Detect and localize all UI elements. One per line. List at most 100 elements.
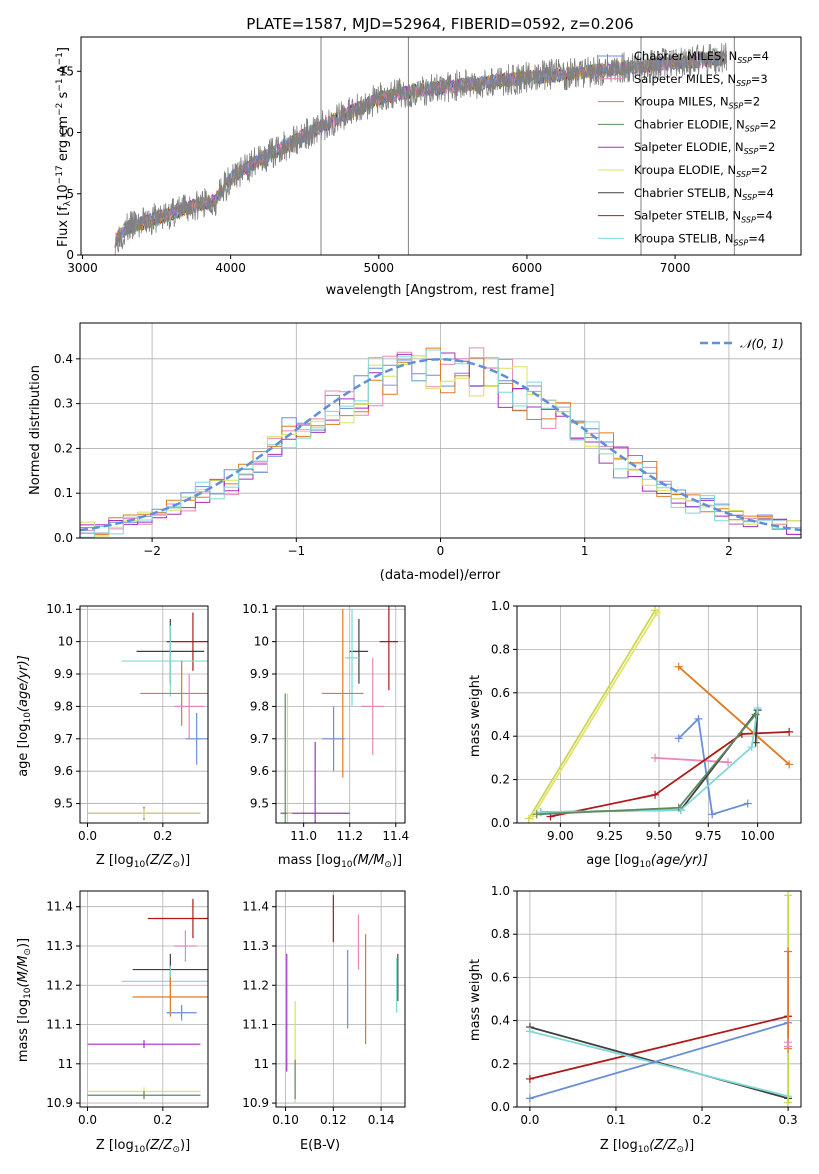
y-tick-label: 10 — [58, 635, 73, 649]
age-vs-mass-panel: mass [log10(M/M⊙)] 11.0 11.2 11.4 9.5 9.6 9.7… — [242, 602, 409, 870]
error-bars — [87, 898, 208, 1100]
y-tick-label: 0.0 — [491, 1100, 510, 1114]
y-tick-label: 10.1 — [242, 602, 269, 616]
legend-entry-sub: SSP — [736, 170, 751, 179]
weight-series — [528, 608, 662, 821]
axes-frame — [79, 322, 802, 539]
weight-series — [525, 1012, 793, 1083]
weight-marker — [525, 1074, 534, 1083]
legend-entry-tail: =4 — [748, 231, 765, 245]
data-point — [140, 661, 208, 726]
axes-frame — [275, 605, 406, 824]
weight-series — [674, 714, 752, 819]
y-tick-label: 10 — [254, 635, 269, 649]
gaussian-curve — [80, 358, 801, 532]
legend-entry: Salpeter MILES, NSSP=3 — [634, 72, 768, 88]
x-tick-label: 5000 — [364, 261, 395, 275]
legend-entry-name: Kroupa MILES, N — [634, 95, 729, 109]
y-tick-label: 11.4 — [242, 900, 269, 914]
data-point — [166, 612, 208, 671]
legend-entry-tail: =4 — [757, 186, 774, 200]
x-tick-label: 0.2 — [692, 1113, 711, 1127]
weight-vs-z-panel: Z [log10(Z/Z⊙)] mass weight 0.0 0.1 0.2 0.3… — [468, 884, 802, 1155]
legend-entry-name: Chabrier MILES, N — [634, 49, 737, 63]
data-point — [345, 609, 359, 707]
x-tick-label: 9.25 — [596, 829, 623, 843]
legend-entry-sub: SSP — [736, 79, 751, 88]
x-tick-label: 0.12 — [320, 1113, 347, 1127]
weight-marker — [784, 891, 793, 900]
y-tick-label: 11.4 — [46, 900, 73, 914]
y-tick-label: 10.1 — [46, 602, 73, 616]
weight-series — [524, 606, 660, 823]
data-point — [87, 1091, 201, 1100]
weight-marker — [528, 812, 537, 821]
error-bars — [87, 612, 208, 820]
x-tick-label: 0.3 — [779, 1113, 798, 1127]
y-tick-label: 11.2 — [46, 978, 73, 992]
x-tick-label: 0.0 — [78, 829, 97, 843]
weight-marker — [724, 758, 733, 767]
residuals-xlabel: (data-model)/error — [380, 568, 501, 583]
weight-marker — [651, 606, 660, 615]
y-tick-label: 11 — [58, 1057, 73, 1071]
data-point — [349, 618, 369, 684]
weight-marker — [785, 760, 794, 769]
y-tick-label: 11.3 — [242, 939, 269, 953]
weight-line — [528, 609, 656, 820]
residuals-ylabel: Normed distribution — [28, 365, 43, 495]
y-tick-label: 11.2 — [242, 978, 269, 992]
weight-line — [550, 731, 790, 818]
legend-entry-tail: =2 — [743, 95, 760, 109]
legend-entry-sub: SSP — [741, 216, 756, 225]
weight-marker — [674, 734, 683, 743]
x-tick-label: 7000 — [660, 261, 691, 275]
spectrum-title: PLATE=1587, MJD=52964, FIBERID=0592, z=0… — [246, 15, 633, 33]
y-tick-label: 11.3 — [46, 939, 73, 953]
y-tick-label: 9.9 — [250, 667, 269, 681]
y-tick-label: 9.7 — [250, 732, 269, 746]
legend-entry-sub: SSP — [734, 238, 749, 247]
weight-marker — [784, 947, 793, 956]
y-tick-label: 0.4 — [491, 729, 510, 743]
legend-entry: Salpeter ELODIE, NSSP=2 — [634, 140, 775, 156]
x-tick-label: 0.0 — [520, 1113, 539, 1127]
weight-line — [529, 1030, 789, 1098]
y-tick-label: 0.4 — [54, 352, 73, 366]
x-tick-label: 9.75 — [695, 829, 722, 843]
data-point — [132, 977, 208, 1017]
y-tick-label: 0.8 — [491, 927, 510, 941]
y-tick-label: 10.9 — [46, 1096, 73, 1110]
y-tick-label: 9.7 — [54, 732, 73, 746]
legend-entry: Kroupa ELODIE, NSSP=2 — [634, 163, 768, 179]
legend-entry-sub: SSP — [729, 102, 744, 111]
weight-marker — [785, 727, 794, 736]
y-tick-label: 1.0 — [491, 884, 510, 898]
weight-vs-age-xlabel: age [log10(age/yr)] — [586, 853, 708, 870]
x-tick-label: 11.2 — [336, 829, 363, 843]
data-point — [87, 808, 201, 819]
y-tick-label: 11 — [254, 1057, 269, 1071]
legend-entry: Kroupa STELIB, NSSP=4 — [634, 231, 765, 247]
error-bars — [280, 606, 399, 823]
y-tick-label: 0.6 — [491, 970, 510, 984]
mass-vs-ebv-xlabel: E(B-V) — [300, 1138, 340, 1153]
weight-series — [525, 1018, 793, 1103]
residuals-histograms — [80, 347, 801, 538]
legend-entry-sub: SSP — [737, 56, 752, 65]
data-spectrum-line — [114, 42, 727, 255]
legend-entry-name: Salpeter STELIB, N — [634, 209, 741, 223]
spectrum-ylabel: Flux [fλ10−17 erg cm−2 s−1 A−1] — [55, 47, 73, 247]
weight-marker — [524, 814, 533, 823]
x-tick-label: 0 — [437, 544, 445, 558]
data-point — [282, 693, 288, 823]
residuals-panel: (data-model)/error Normed distribution −… — [28, 322, 802, 583]
age-vs-z-panel: Z [log10(Z/Z⊙)] age [log10(age/yr)] 0.0 0… — [16, 602, 209, 870]
age-vs-mass-xlabel: mass [log10(M/M⊙)] — [278, 853, 402, 870]
x-tick-label: 11.4 — [382, 829, 409, 843]
spectrum-curves — [114, 37, 735, 255]
y-tick-label: 9.9 — [54, 667, 73, 681]
data-point — [174, 930, 197, 962]
x-tick-label: 0.2 — [153, 829, 172, 843]
